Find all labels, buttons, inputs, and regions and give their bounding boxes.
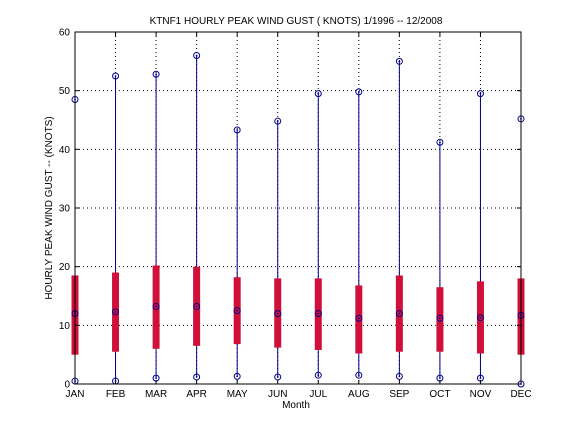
max-marker-jun (274, 117, 282, 125)
median-marker-jun (274, 310, 282, 318)
median-marker-aug (355, 314, 363, 322)
median-marker-jul (314, 310, 322, 318)
median-marker-sep (395, 310, 403, 318)
min-marker-dot-sep (398, 375, 401, 378)
median-marker-mar (152, 303, 160, 311)
max-marker-feb (112, 72, 120, 80)
x-tick-label: OCT (429, 389, 450, 400)
min-marker-dot-aug (357, 374, 360, 377)
x-tick-label: JUN (268, 389, 287, 400)
min-marker-sep (395, 372, 403, 380)
max-marker-dot-oct (439, 141, 441, 144)
max-marker-dot-sep (398, 60, 401, 63)
max-marker-nov (476, 90, 484, 98)
grid-lines (75, 32, 521, 384)
max-marker-dot-mar (155, 73, 157, 76)
max-marker-aug (355, 88, 363, 96)
median-marker-dot-jul (317, 312, 320, 315)
max-marker-dot-apr (195, 54, 198, 57)
max-marker-oct (436, 138, 444, 146)
y-tick-label: 60 (59, 28, 71, 39)
min-marker-may (233, 372, 241, 380)
median-marker-dot-sep (398, 312, 401, 315)
x-tick-label: MAY (227, 389, 248, 400)
max-marker-apr (193, 51, 201, 59)
max-marker-dot-jul (317, 92, 320, 95)
min-marker-dot-apr (195, 376, 198, 378)
y-tick-label: 50 (59, 86, 71, 97)
x-tick-label: APR (186, 389, 207, 400)
plot-frame (74, 31, 522, 385)
median-marker-feb (112, 308, 120, 316)
median-marker-nov (476, 314, 484, 322)
median-marker-dot-nov (479, 316, 482, 319)
max-marker-dot-may (236, 129, 239, 131)
max-marker-dot-jun (276, 120, 279, 123)
y-tick-label: 30 (59, 204, 71, 215)
min-marker-jun (274, 373, 282, 381)
median-marker-dot-may (236, 309, 239, 312)
median-marker-dot-feb (114, 310, 117, 313)
box-series (71, 51, 525, 388)
x-tick-label: FEB (106, 389, 126, 400)
min-marker-jul (314, 371, 322, 379)
median-marker-may (233, 307, 241, 315)
y-tick-label: 0 (64, 380, 70, 391)
min-marker-dot-jun (276, 376, 279, 378)
min-marker-dot-jul (317, 374, 320, 377)
median-marker-dot-apr (195, 305, 198, 308)
iqr-box-oct (436, 287, 444, 352)
x-tick-label: JUL (309, 389, 327, 400)
y-tick-label: 10 (59, 321, 71, 332)
max-marker-dot-nov (479, 92, 482, 95)
min-marker-dot-may (236, 375, 239, 378)
median-marker-apr (193, 303, 201, 311)
min-marker-aug (355, 371, 363, 379)
min-marker-apr (193, 373, 201, 381)
median-marker-dot-oct (439, 317, 441, 320)
x-tick-label: NOV (470, 389, 492, 400)
axes: 0 10 20 30 40 50 60 JAN FEB MAR APR MAY JUN JUL AUG SEP… (59, 28, 532, 401)
y-tick-label: 40 (59, 145, 71, 156)
x-tick-label: DEC (510, 389, 531, 400)
max-marker-sep (395, 57, 403, 65)
max-marker-jul (314, 90, 322, 98)
max-marker-may (233, 126, 241, 134)
x-tick-label: MAR (145, 389, 167, 400)
median-marker-dot-aug (357, 317, 360, 320)
median-marker-dot-mar (155, 305, 157, 308)
max-marker-mar (152, 70, 160, 78)
median-marker-oct (436, 314, 444, 322)
chart-title: KTNF1 HOURLY PEAK WIND GUST ( KNOTS) 1/1… (150, 16, 443, 27)
x-axis-title: Month (282, 400, 310, 411)
x-tick-label: SEP (389, 389, 409, 400)
median-marker-dot-jun (276, 312, 279, 315)
x-tick-label: AUG (348, 389, 370, 400)
x-tick-label: JAN (66, 389, 85, 400)
max-marker-dot-aug (357, 90, 360, 93)
y-tick-label: 20 (59, 262, 71, 273)
min-marker-dot-nov (479, 377, 482, 380)
y-axis-title: HOURLY PEAK WIND GUST -- (KNOTS) (44, 116, 55, 299)
min-marker-dot-mar (155, 377, 157, 380)
max-marker-dot-feb (114, 75, 117, 77)
iqr-box-aug (355, 285, 363, 354)
min-marker-dot-oct (439, 377, 441, 380)
